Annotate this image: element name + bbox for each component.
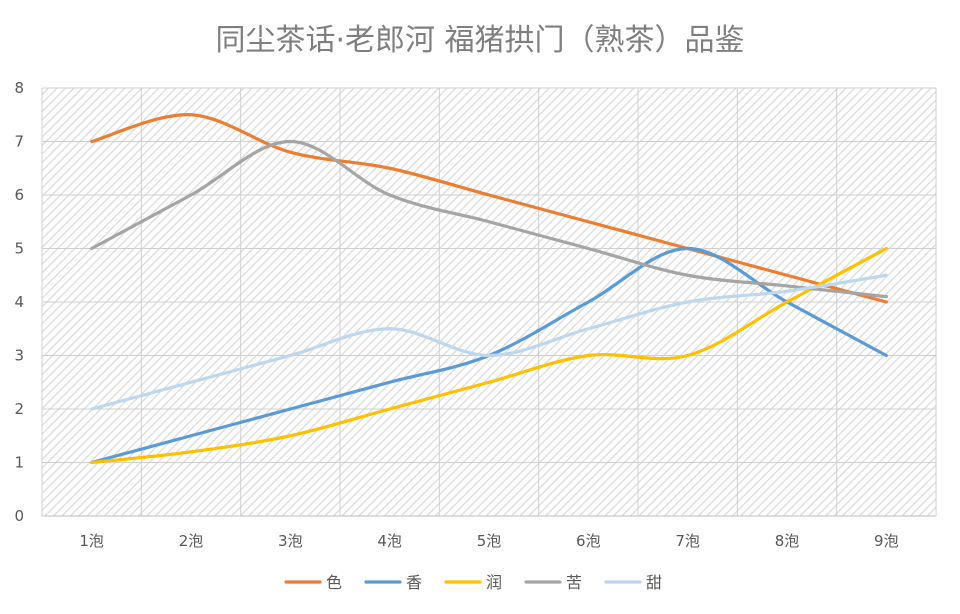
y-tick-label: 0 [14,507,24,525]
axes: 0 1 2 3 4 5 6 7 8 1泡 2泡 3泡 4泡 5泡 6泡 7泡 8泡 9泡 [14,79,936,550]
x-tick-label: 3泡 [278,532,303,550]
y-tick-label: 3 [14,347,24,365]
y-tick-label: 4 [14,293,24,311]
legend: 色香润苦甜 [284,573,662,592]
series-line-4 [90,139,888,299]
y-tick-label: 6 [14,186,24,204]
legend-label-4: 苦 [566,573,582,592]
gridlines [41,87,937,517]
y-tick-label: 5 [14,240,24,258]
series-line-1 [90,113,888,304]
x-tick-label: 6泡 [576,532,601,550]
x-tick-label: 2泡 [179,532,204,550]
chart-title: 同尘茶话·老郎河 福猪拱门（熟茶）品鉴 [215,23,744,58]
y-tick-label: 8 [14,79,24,97]
x-tick-label: 4泡 [377,532,402,550]
series-lines [90,113,888,465]
x-tick-label: 5泡 [477,532,502,550]
series-line-3 [90,246,888,465]
y-tick-label: 2 [14,400,24,418]
x-tick-label: 1泡 [79,532,104,550]
legend-label-3: 润 [486,573,502,592]
legend-label-1: 色 [326,573,342,592]
y-tick-label: 7 [14,133,24,151]
y-tick-label: 1 [14,454,24,472]
series-line-5 [90,273,888,411]
x-tick-label: 7泡 [675,532,700,550]
x-tick-label: 8泡 [775,532,800,550]
legend-label-5: 甜 [646,573,662,592]
legend-label-2: 香 [406,573,422,592]
x-tick-label: 9泡 [874,532,899,550]
